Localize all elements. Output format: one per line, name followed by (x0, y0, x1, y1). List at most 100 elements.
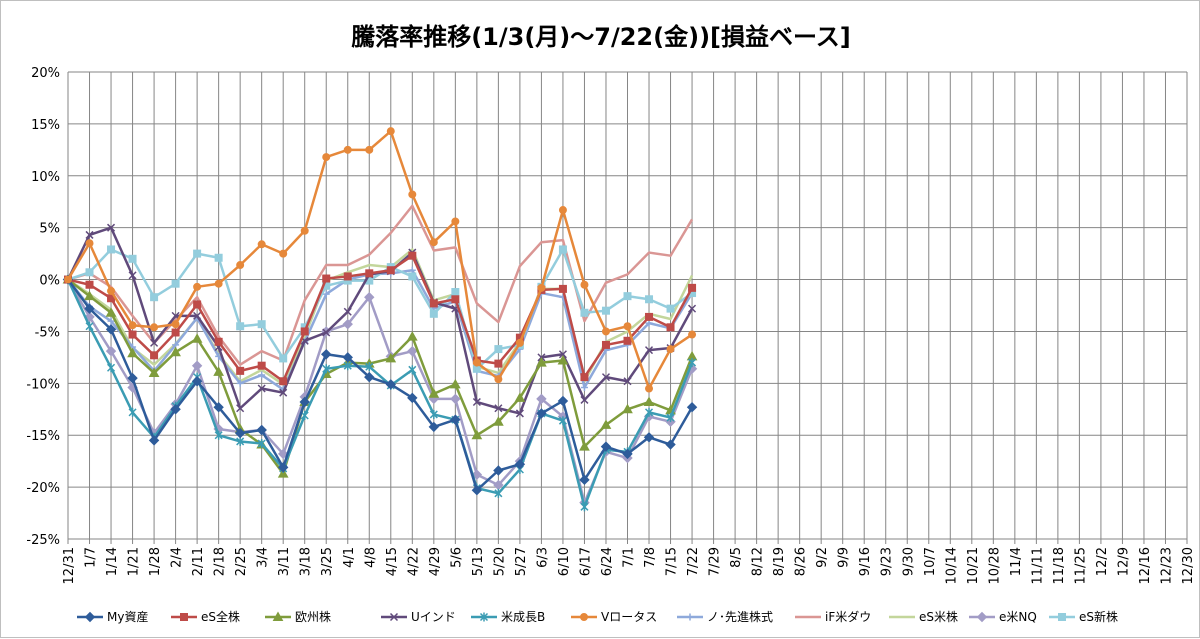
data-point (342, 318, 353, 330)
data-point (364, 371, 375, 383)
legend-label: iF米ダウ (825, 609, 871, 624)
data-point (342, 352, 353, 363)
legend-item: Vロータス (571, 610, 657, 624)
x-tick-label: 1/14 (105, 547, 120, 576)
data-point (688, 283, 697, 292)
data-point (193, 249, 202, 258)
data-point (665, 439, 676, 450)
data-point (557, 354, 569, 365)
x-tick-label: 8/26 (794, 547, 809, 576)
y-tick-label: 5% (39, 222, 60, 237)
x-tick-label: 9/16 (858, 547, 873, 576)
series-1 (62, 274, 698, 496)
data-point (515, 409, 524, 418)
legend-label: My資産 (107, 609, 148, 624)
x-tick-label: 6/17 (578, 547, 593, 576)
data-point (623, 292, 632, 301)
data-point (279, 249, 288, 258)
data-point (644, 346, 654, 355)
data-point (256, 424, 267, 436)
x-tick-label: 2/4 (170, 547, 185, 568)
x-tick-label: 3/11 (277, 547, 292, 576)
data-point (105, 324, 117, 335)
data-point (84, 303, 95, 314)
x-tick-label: 6/10 (557, 547, 572, 576)
data-point (105, 307, 117, 317)
data-point (214, 253, 223, 262)
data-point (300, 226, 309, 235)
x-tick-label: 9/2 (815, 547, 830, 568)
data-point (127, 347, 138, 358)
data-point (536, 357, 547, 367)
data-point (515, 338, 524, 347)
x-tick-label: 12/30 (1181, 547, 1196, 584)
x-tick-label: 7/29 (708, 547, 723, 576)
x-tick-label: 5/6 (449, 547, 464, 568)
data-point (536, 393, 547, 405)
data-point (686, 613, 694, 621)
data-point (666, 323, 675, 332)
data-point (236, 404, 245, 413)
data-point (257, 384, 266, 393)
data-point (493, 416, 504, 426)
series-line (66, 226, 694, 415)
data-point (279, 388, 288, 397)
chart-title: 騰落率推移(1/3(月)～7/22(金))[損益ベース] (351, 23, 851, 51)
data-point (171, 320, 180, 329)
data-point (558, 284, 567, 293)
data-point (128, 407, 137, 417)
data-point (257, 320, 266, 329)
data-point (127, 372, 138, 384)
x-tick-label: 4/29 (428, 547, 443, 576)
x-tick-label: 3/4 (256, 547, 271, 568)
data-point (600, 441, 612, 452)
x-tick-label: 7/8 (643, 547, 658, 568)
data-point (365, 145, 374, 154)
data-point (171, 328, 180, 337)
data-point (107, 363, 116, 373)
data-point (150, 338, 159, 347)
x-tick-label: 2/25 (234, 547, 249, 576)
y-tick-label: -5% (35, 325, 60, 340)
x-tick-label: 12/2 (1095, 547, 1110, 576)
x-tick-label: 12/31 (62, 547, 77, 584)
data-point (128, 321, 137, 330)
data-point (236, 436, 245, 446)
series-line (66, 278, 694, 492)
data-point (686, 401, 698, 413)
data-point (579, 474, 590, 486)
data-point (279, 377, 288, 386)
x-tick-label: 1/7 (84, 547, 99, 568)
x-tick-label: 12/23 (1159, 547, 1174, 584)
x-tick-label: 12/9 (1116, 547, 1131, 576)
legend-label: 米成長B (501, 610, 545, 624)
data-point (537, 283, 546, 292)
x-tick-label: 11/4 (1009, 547, 1024, 576)
data-point (580, 308, 589, 317)
legend-label: eS米株 (919, 609, 958, 624)
y-tick-label: -25% (26, 533, 60, 548)
legend-label: Uインド (411, 610, 456, 624)
data-point (386, 127, 395, 136)
x-tick-label: 6/3 (535, 547, 550, 568)
data-point (300, 327, 309, 336)
data-point (191, 376, 203, 387)
legend-item: iF米ダウ (795, 609, 871, 624)
data-point (451, 288, 460, 297)
data-point (645, 295, 654, 304)
data-point (236, 322, 245, 331)
data-point (580, 613, 588, 621)
data-point (321, 349, 332, 360)
data-point (472, 397, 481, 407)
data-point (536, 408, 547, 419)
data-point (180, 613, 188, 621)
data-point (277, 448, 289, 460)
y-tick-label: 10% (31, 170, 60, 185)
data-point (494, 359, 503, 368)
data-point (128, 254, 137, 263)
series-8 (67, 204, 694, 366)
data-point (450, 414, 461, 425)
x-tick-label: 8/12 (751, 547, 766, 576)
data-point (322, 364, 331, 374)
